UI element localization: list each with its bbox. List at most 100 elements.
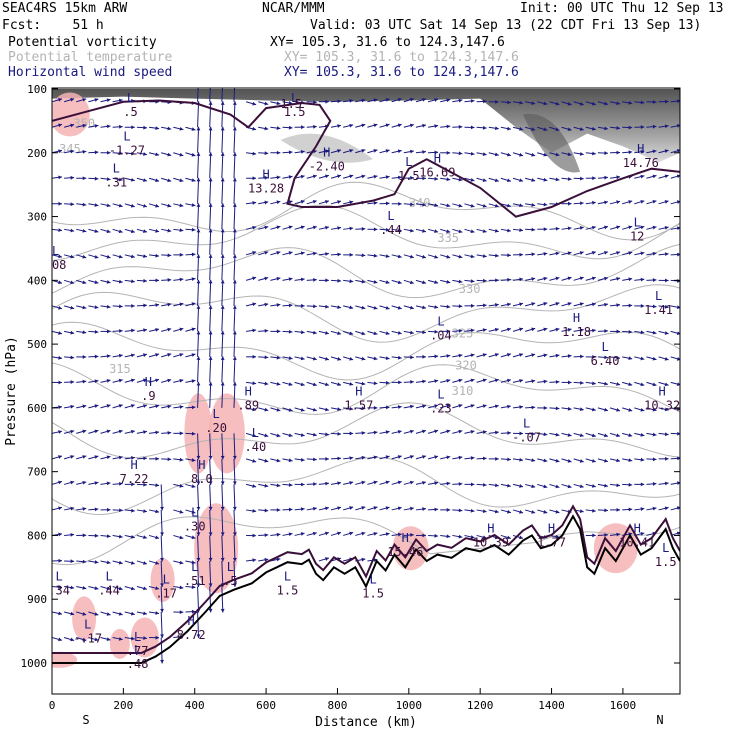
wind-arrow	[209, 203, 212, 230]
wind-arrowhead	[155, 253, 160, 258]
wind-arrowhead	[232, 330, 237, 335]
negative-pv-blob	[194, 503, 239, 594]
extremum-marker: L	[113, 161, 120, 175]
extremum-marker: H	[659, 385, 666, 399]
wind-arrowhead	[604, 381, 608, 386]
wind-arrow	[221, 254, 224, 281]
wind-arrowhead	[543, 101, 548, 106]
wind-arrowhead	[385, 380, 390, 385]
wind-arrow	[221, 535, 224, 562]
wind-arrowhead	[252, 201, 257, 205]
wind-arrowhead	[313, 124, 317, 129]
wind-arrowhead	[143, 535, 147, 540]
wind-arrowhead	[276, 101, 281, 106]
wind-arrowhead	[118, 611, 123, 616]
wind-arrow	[197, 458, 200, 485]
extremum-value: .5	[223, 574, 237, 588]
wind-arrowhead	[579, 127, 584, 131]
wind-arrowhead	[208, 330, 213, 335]
wind-arrowhead	[555, 458, 560, 463]
wind-arrowhead	[82, 228, 87, 233]
wind-arrowhead	[252, 251, 257, 255]
wind-arrowhead	[288, 277, 293, 281]
wind-arrowhead	[264, 483, 269, 488]
wind-arrowhead	[252, 302, 257, 307]
wind-arrowhead	[628, 408, 633, 412]
wind-arrowhead	[252, 407, 257, 412]
wind-arrowhead	[179, 431, 184, 436]
wind-arrowhead	[130, 404, 135, 408]
wind-arrowhead	[191, 484, 196, 489]
wind-arrowhead	[470, 229, 475, 234]
wind-arrowhead	[208, 203, 213, 207]
wind-arrow	[233, 381, 236, 408]
wind-arrowhead	[82, 533, 87, 538]
wind-arrow	[221, 484, 224, 511]
wind-arrowhead	[373, 331, 378, 336]
wind-arrowhead	[446, 378, 451, 383]
wind-arrowhead	[264, 302, 269, 307]
wind-arrowhead	[312, 407, 317, 412]
extremum-value: 1.5	[284, 105, 306, 119]
wind-arrowhead	[143, 328, 147, 333]
extremum-marker: L	[191, 506, 198, 520]
wind-arrowhead	[652, 199, 657, 204]
wind-arrowhead	[232, 177, 237, 182]
wind-arrowhead	[82, 480, 87, 485]
wind-arrowhead	[494, 327, 499, 332]
wind-arrowhead	[458, 328, 463, 333]
fcst-label: Fcst: 51 h	[2, 18, 104, 33]
wind-arrowhead	[155, 483, 160, 488]
wind-arrowhead	[232, 228, 237, 233]
wind-arrowhead	[519, 152, 524, 157]
wind-arrowhead	[652, 506, 657, 511]
wind-arrowhead	[616, 329, 621, 334]
wind-arrowhead	[434, 429, 439, 434]
wind-arrow	[209, 279, 212, 306]
wind-arrowhead	[337, 278, 342, 283]
theta-label: 315	[109, 362, 131, 376]
extremum-value: 6.40	[591, 354, 620, 368]
wind-arrowhead	[616, 303, 621, 308]
wind-arrowhead	[470, 279, 475, 284]
wind-arrowhead	[458, 279, 463, 284]
wind-arrow	[197, 381, 200, 408]
wind-arrowhead	[208, 279, 213, 284]
wind-arrowhead	[160, 634, 164, 638]
theta-contour	[52, 181, 680, 241]
wind-arrowhead	[70, 97, 75, 102]
wind-arrow	[209, 560, 212, 587]
wind-arrowhead	[155, 278, 160, 283]
wind-arrowhead	[373, 381, 378, 386]
wind-arrowhead	[567, 177, 572, 181]
wind-arrowhead	[507, 483, 511, 488]
extremum-marker: L	[387, 209, 394, 223]
wind-arrowhead	[288, 507, 293, 512]
wind-arrowhead	[579, 302, 584, 306]
wind-arrowhead	[179, 126, 184, 131]
wind-arrowhead	[555, 226, 560, 231]
wind-arrowhead	[312, 356, 317, 361]
theta-contour	[52, 456, 680, 516]
wind-arrowhead	[543, 177, 548, 182]
wind-arrowhead	[397, 149, 402, 154]
wind-arrowhead	[70, 202, 75, 207]
wind-arrow	[221, 560, 224, 587]
wind-arrowhead	[495, 483, 499, 488]
extremum-value: .08	[45, 258, 67, 272]
wind-arrowhead	[143, 404, 147, 408]
wind-arrowhead	[458, 353, 463, 358]
wind-arrowhead	[385, 149, 390, 153]
wind-arrowhead	[130, 561, 135, 565]
wind-arrowhead	[208, 532, 213, 536]
wind-arrowhead	[628, 507, 633, 512]
pv-contour-label: 1.5	[280, 97, 302, 111]
wind-arrow	[233, 152, 236, 179]
wind-arrowhead	[640, 225, 645, 230]
extremum-value: 1.5	[398, 169, 420, 183]
extremum-value: .51	[184, 574, 206, 588]
wind-arrowhead	[640, 532, 645, 536]
wind-arrowhead	[94, 229, 99, 233]
wind-arrowhead	[220, 254, 225, 258]
wind-arrowhead	[628, 433, 633, 438]
